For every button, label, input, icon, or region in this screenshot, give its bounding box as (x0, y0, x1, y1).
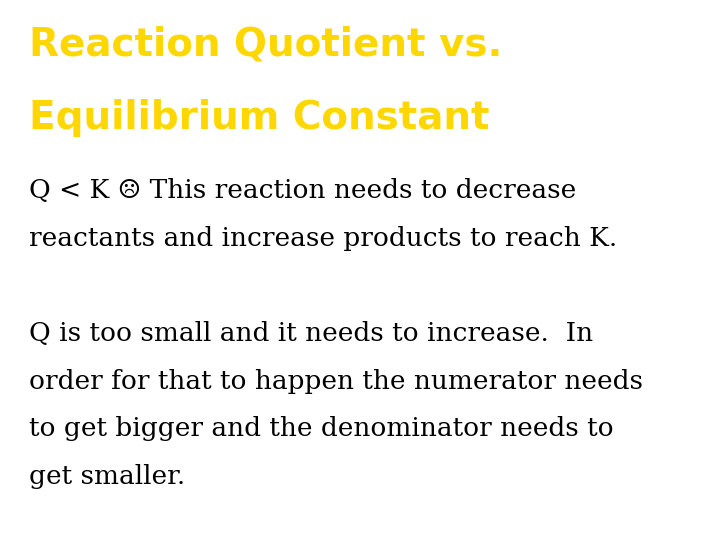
Text: Equilibrium Constant: Equilibrium Constant (29, 99, 490, 137)
Text: reactants and increase products to reach K.: reactants and increase products to reach… (29, 226, 617, 251)
Text: get smaller.: get smaller. (29, 464, 185, 489)
Text: Q < K ☹ This reaction needs to decrease: Q < K ☹ This reaction needs to decrease (29, 178, 576, 204)
Text: order for that to happen the numerator needs: order for that to happen the numerator n… (29, 369, 643, 394)
Text: to get bigger and the denominator needs to: to get bigger and the denominator needs … (29, 416, 613, 441)
Text: Reaction Quotient vs.: Reaction Quotient vs. (29, 25, 502, 64)
Text: Q is too small and it needs to increase.  In: Q is too small and it needs to increase.… (29, 321, 593, 346)
